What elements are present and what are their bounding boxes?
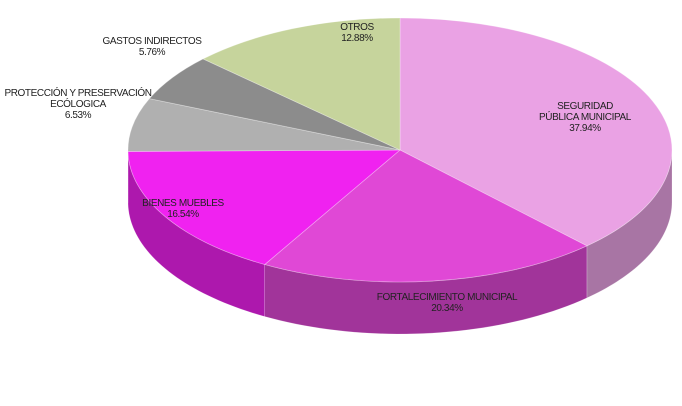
slice-label: SEGURIDAD PÚBLICA MUNICIPAL 37.94% [537, 101, 634, 134]
slice [148, 58, 401, 151]
slice [263, 149, 588, 283]
slice [127, 98, 401, 152]
slice-value: 6.53% [64, 110, 92, 121]
slice-label: BIENES MUEBLES 16.54% [142, 198, 224, 220]
slice-name: GASTOS INDIRECTOS [102, 36, 202, 47]
slice-name: SEGURIDAD PÚBLICA MUNICIPAL [539, 101, 631, 123]
slice [399, 17, 673, 247]
slice-value: 12.88% [341, 33, 373, 44]
slice-label: OTROS 12.88% [340, 22, 374, 44]
slice-value: 37.94% [569, 123, 601, 134]
slice-name: PROTECCIÓN Y PRESERVACIÓN ECÓLOGICA [4, 88, 152, 110]
slice [127, 149, 402, 265]
slice-value: 20.34% [431, 303, 463, 314]
slice-value: 5.76% [138, 47, 166, 58]
slice-label: GASTOS INDIRECTOS 5.76% [103, 36, 202, 58]
slice-name: FORTALECIMIENTO MUNICIPAL [376, 292, 518, 303]
slice-name: BIENES MUEBLES [142, 198, 224, 209]
slice-value: 16.54% [167, 209, 199, 220]
slice-label: PROTECCIÓN Y PRESERVACIÓN ECÓLOGICA 6.53% [3, 88, 153, 121]
slice-label: FORTALECIMIENTO MUNICIPAL 20.34% [376, 292, 518, 314]
slice-name: OTROS [340, 22, 374, 33]
slice [202, 17, 401, 151]
